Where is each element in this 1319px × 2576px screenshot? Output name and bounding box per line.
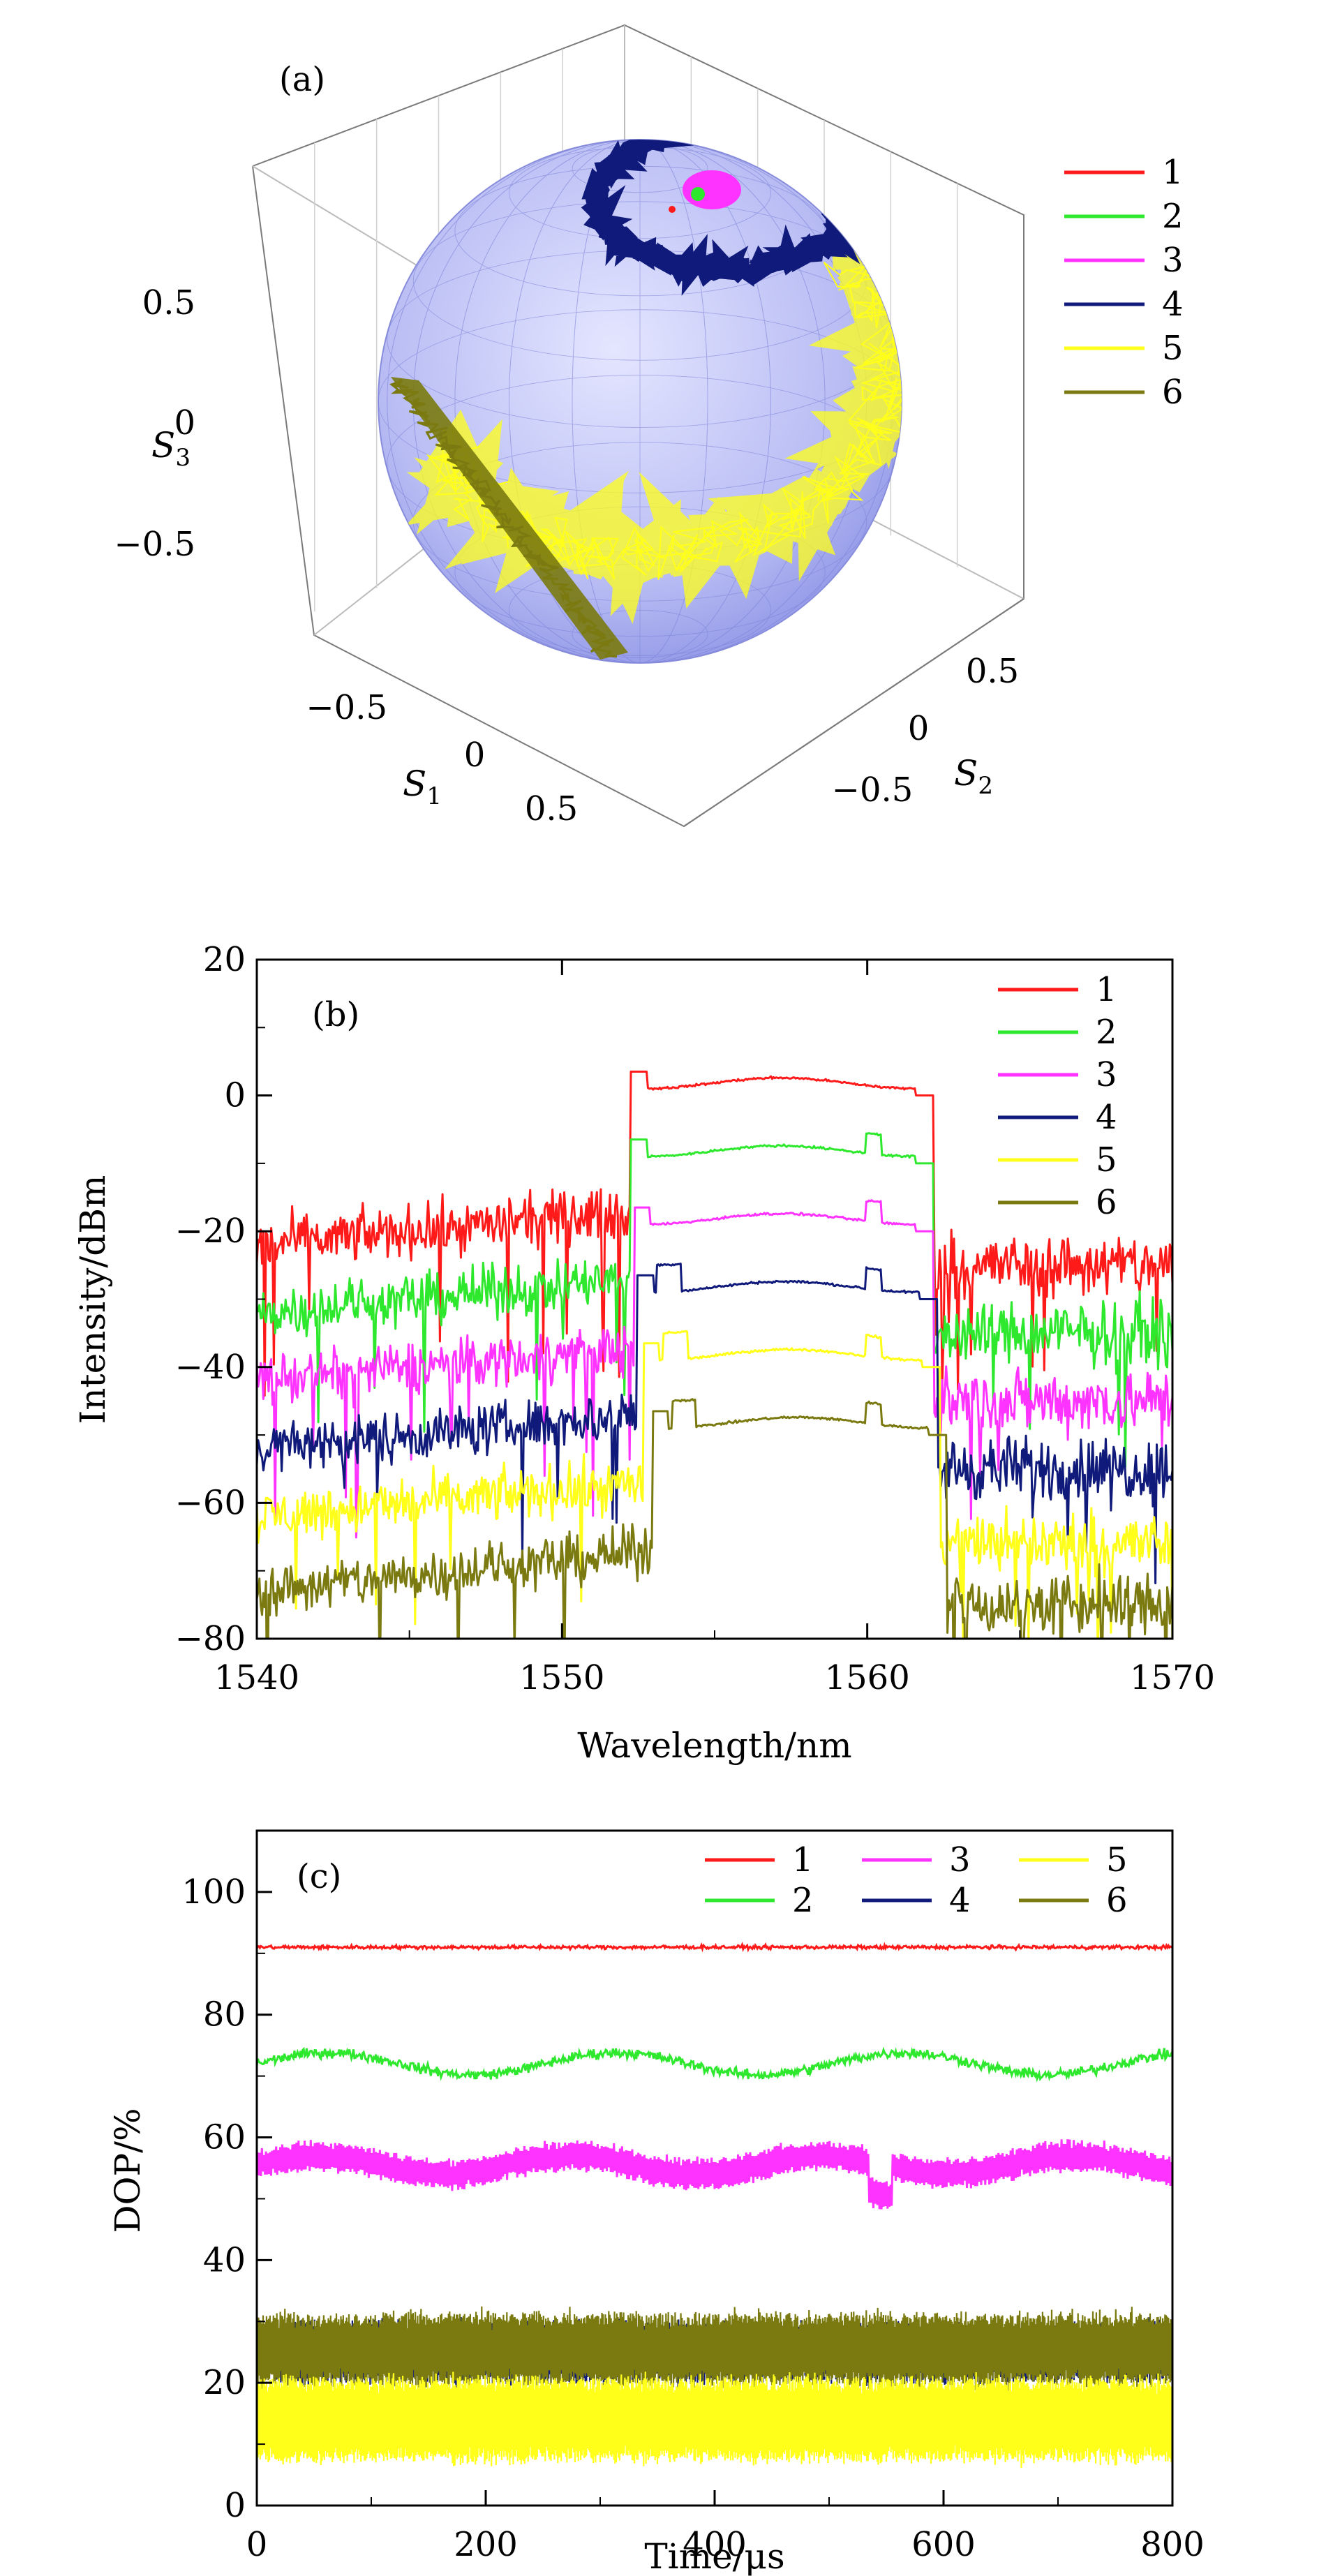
a-z-tick-1: 0 xyxy=(174,403,195,442)
b-x-tick-label: 1560 xyxy=(825,1658,910,1697)
b-legend-label-3: 3 xyxy=(1096,1055,1117,1094)
a-legend-label-5: 5 xyxy=(1162,329,1184,368)
b-x-tick-label: 1550 xyxy=(519,1658,604,1697)
a-mesh-lat xyxy=(378,309,902,493)
a-y-tick-1: 0 xyxy=(908,709,930,748)
b-series-5-line xyxy=(257,1330,1172,1639)
c-legend-label-6: 6 xyxy=(1106,1881,1128,1920)
c-x-tick-label: 200 xyxy=(454,2525,518,2564)
a-trajectories xyxy=(389,140,902,660)
c-legend: 1 3 5 2 4 6 xyxy=(705,1840,1128,1920)
b-y-axis-label: Intensity/dBm xyxy=(73,1175,113,1424)
b-series-3-line xyxy=(257,1199,1172,1539)
a-mesh-lon xyxy=(454,140,826,663)
a-legend-label-2: 2 xyxy=(1162,197,1184,236)
c-legend-label-1: 1 xyxy=(792,1840,814,1879)
a-series-4-ring xyxy=(581,140,877,296)
c-series-2-line xyxy=(257,2046,1172,2083)
c-legend-label-4: 4 xyxy=(949,1881,971,1920)
a-legend: 1 2 3 4 5 6 xyxy=(1064,153,1184,412)
c-legend-label-5: 5 xyxy=(1106,1840,1128,1879)
b-legend-label-1: 1 xyxy=(1096,970,1117,1009)
a-z-tick-0: 0.5 xyxy=(142,283,195,322)
b-series-4-line xyxy=(257,1263,1172,1584)
c-x-tick-label: 600 xyxy=(911,2525,976,2564)
a-panel-label: (a) xyxy=(279,60,325,99)
c-y-tick-label: 40 xyxy=(203,2240,246,2279)
a-series-3-cluster xyxy=(683,170,741,209)
c-series xyxy=(257,1941,1172,2469)
c-panel-label: (c) xyxy=(297,1857,341,1896)
b-axes: 1540 1550 1560 1570 20 0 −20 −40 −60 −80 xyxy=(175,940,1215,1697)
b-x-axis-label: Wavelength/nm xyxy=(577,1725,851,1766)
b-x-tick-label: 1540 xyxy=(214,1658,299,1697)
panel-b-spectra: 1540 1550 1560 1570 20 0 −20 −40 −60 −80 Waveleng… xyxy=(73,940,1215,1766)
a-x-tick-1: 0 xyxy=(464,736,486,775)
a-legend-label-1: 1 xyxy=(1162,153,1184,192)
b-legend-label-5: 5 xyxy=(1096,1140,1117,1179)
c-y-tick-label: 60 xyxy=(203,2118,246,2157)
a-y-tick-0: −0.5 xyxy=(832,770,914,810)
b-legend: 1 23 45 6 xyxy=(998,970,1117,1222)
c-y-tick-label: 100 xyxy=(181,1873,246,1912)
a-legend-label-3: 3 xyxy=(1162,241,1184,280)
c-y-tick-label: 80 xyxy=(203,1995,246,2034)
b-y-tick-label: −40 xyxy=(175,1348,246,1387)
c-x-tick-label: 800 xyxy=(1140,2525,1205,2564)
b-y-tick-label: −20 xyxy=(175,1212,246,1251)
c-series-3-line xyxy=(257,2139,1172,2210)
c-axes: 0 200 400 600 800 0 20 40 60 80 100 xyxy=(181,1873,1204,2564)
c-y-tick-label: 0 xyxy=(224,2486,246,2525)
a-series-1-point xyxy=(669,206,676,213)
c-series-5-line xyxy=(257,2372,1172,2469)
a-mesh-lat xyxy=(454,506,826,637)
b-series-6-line xyxy=(257,1398,1172,1639)
b-y-tick-label: 20 xyxy=(203,940,246,979)
b-series xyxy=(257,1071,1172,1639)
a-legend-label-6: 6 xyxy=(1162,373,1184,412)
b-legend-label-2: 2 xyxy=(1096,1013,1117,1052)
a-mesh-lon xyxy=(572,140,708,663)
b-legend-label-6: 6 xyxy=(1096,1183,1117,1222)
c-x-axis-label: Time/μs xyxy=(644,2536,784,2576)
c-legend-label-2: 2 xyxy=(792,1881,814,1920)
a-legend-label-4: 4 xyxy=(1162,285,1184,324)
b-y-tick-label: −60 xyxy=(175,1483,246,1522)
a-x-tick-0: −0.5 xyxy=(306,688,387,727)
b-legend-label-4: 4 xyxy=(1096,1098,1117,1137)
a-z-axis-label: S3 xyxy=(151,425,191,472)
c-y-axis-label: DOP/% xyxy=(107,2108,148,2233)
c-legend-label-3: 3 xyxy=(949,1840,971,1879)
c-series-6-line xyxy=(257,2306,1172,2392)
b-y-tick-label: 0 xyxy=(224,1076,246,1115)
b-x-tick-label: 1570 xyxy=(1130,1658,1215,1697)
c-x-tick-label: 0 xyxy=(246,2525,268,2564)
a-x-tick-2: 0.5 xyxy=(525,789,578,828)
a-x-axis-label: S1 xyxy=(403,764,442,810)
c-y-tick-label: 20 xyxy=(203,2363,246,2402)
c-series-1-line xyxy=(257,1941,1172,1953)
b-panel-label: (b) xyxy=(312,995,359,1034)
b-series-2-line xyxy=(257,1132,1172,1468)
a-mesh-lat xyxy=(572,609,708,658)
a-y-tick-2: 0.5 xyxy=(966,652,1019,691)
b-series-1-line xyxy=(257,1071,1172,1397)
a-mesh-lon xyxy=(509,140,771,663)
c-x-tick-label: 400 xyxy=(683,2525,747,2564)
a-series-2-point xyxy=(691,187,705,201)
a-z-tick-2: −0.5 xyxy=(114,525,195,564)
a-series-6-trace xyxy=(389,378,618,658)
b-y-tick-label: −80 xyxy=(175,1619,246,1658)
a-y-axis-label: S2 xyxy=(954,753,993,800)
panel-a-poincare-sphere: 0.5 0 −0.5 S3 −0.5 0 0.5 S1 −0.5 0 0.5 S… xyxy=(114,24,1184,828)
